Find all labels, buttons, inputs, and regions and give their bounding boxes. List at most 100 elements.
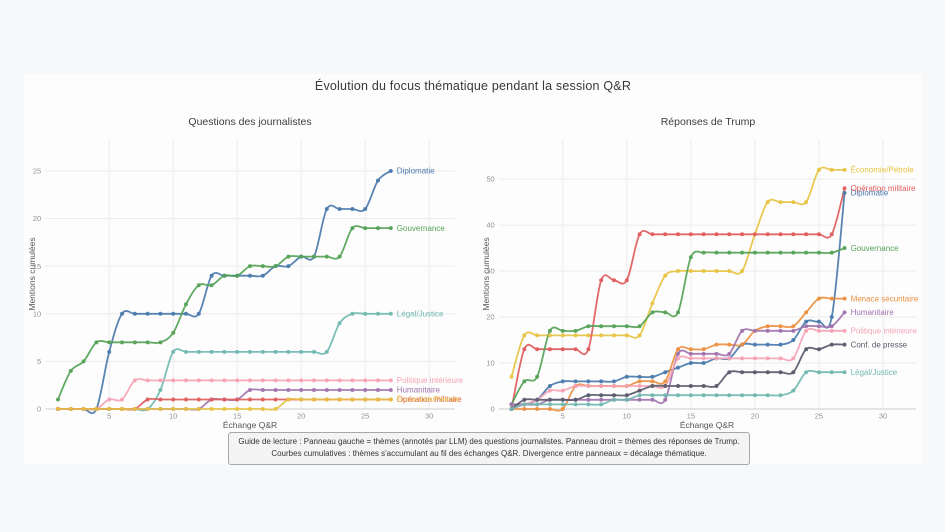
right-series-point-economie-petrole bbox=[586, 333, 591, 338]
left-series-point-economie-petrole bbox=[132, 407, 137, 411]
right-series-point-legal-justice bbox=[522, 402, 527, 407]
left-series-point-humanitaire bbox=[260, 387, 265, 392]
right-series-point-diplomatie bbox=[676, 365, 681, 370]
right-series-point-menace-securitaire bbox=[765, 324, 770, 329]
left-series-point-politique-interieure bbox=[209, 378, 214, 383]
right-series-point-economie-petrole bbox=[624, 333, 629, 338]
right-series-point-menace-securitaire bbox=[637, 379, 642, 384]
right-series-point-diplomatie bbox=[650, 374, 655, 379]
left-series-point-economie-petrole bbox=[312, 397, 316, 402]
right-series-point-operation-militaire bbox=[547, 347, 552, 352]
right-series-point-legal-justice bbox=[701, 393, 706, 398]
right-series-point-operation-militaire bbox=[560, 347, 565, 352]
right-series-point-humanitaire bbox=[765, 328, 770, 333]
left-series-point-politique-interieure bbox=[312, 378, 316, 383]
right-series-point-gouvernance bbox=[804, 250, 809, 255]
right-series-point-conf-de-presse bbox=[560, 397, 565, 402]
right-series-point-diplomatie bbox=[816, 319, 821, 324]
left-series-point-politique-interieure bbox=[222, 378, 227, 383]
left-series-point-operation-militaire bbox=[145, 397, 150, 402]
left-series-point-diplomatie bbox=[388, 168, 393, 173]
left-series-point-economie-petrole bbox=[376, 397, 380, 402]
left-series-point-politique-interieure bbox=[158, 378, 163, 383]
left-series-point-gouvernance bbox=[350, 226, 355, 231]
right-series-point-economie-petrole bbox=[714, 269, 719, 274]
right-series-point-diplomatie bbox=[752, 342, 757, 347]
left-series-point-gouvernance bbox=[209, 283, 214, 288]
right-series-point-conf-de-presse bbox=[701, 384, 706, 389]
right-series-point-operation-militaire bbox=[688, 232, 693, 237]
right-series-point-menace-securitaire bbox=[522, 407, 527, 411]
left-series-point-humanitaire bbox=[273, 387, 278, 392]
right-series-point-conf-de-presse bbox=[791, 370, 796, 375]
right-series-point-operation-militaire bbox=[676, 232, 681, 237]
right-series-point-legal-justice bbox=[752, 393, 757, 398]
right-series-label-legal-justice: Légal/Justice bbox=[851, 368, 898, 377]
right-series-point-economie-petrole bbox=[650, 301, 655, 306]
right-series-point-economie-petrole bbox=[573, 333, 578, 338]
right-series-point-politique-interieure bbox=[714, 356, 719, 361]
right-series-label-economie-petrole: Économie/Pétrole bbox=[851, 166, 915, 175]
left-series-point-legal-justice bbox=[337, 321, 342, 326]
right-series-point-operation-militaire bbox=[791, 232, 796, 237]
right-series-point-gouvernance bbox=[727, 250, 732, 255]
right-series-point-economie-petrole bbox=[842, 167, 847, 172]
left-series-point-legal-justice bbox=[324, 349, 329, 354]
right-series-point-conf-de-presse bbox=[714, 384, 719, 389]
left-series-point-politique-interieure bbox=[363, 378, 368, 383]
left-series-point-legal-justice bbox=[209, 349, 214, 354]
right-series-point-conf-de-presse bbox=[663, 384, 668, 389]
right-series-point-politique-interieure bbox=[804, 328, 809, 333]
left-series-point-economie-petrole bbox=[120, 407, 124, 411]
left-series-point-legal-justice bbox=[273, 349, 278, 354]
left-series-point-politique-interieure bbox=[299, 378, 304, 383]
right-series-point-politique-interieure bbox=[560, 388, 565, 393]
left-series-point-legal-justice bbox=[248, 349, 252, 354]
right-series-point-conf-de-presse bbox=[816, 347, 821, 352]
right-series-point-politique-interieure bbox=[624, 384, 629, 389]
left-series-point-diplomatie bbox=[363, 207, 368, 212]
left-series-point-humanitaire bbox=[248, 387, 252, 392]
left-series-point-politique-interieure bbox=[107, 397, 112, 402]
left-series-point-diplomatie bbox=[158, 311, 163, 316]
right-series-label-diplomatie: Diplomatie bbox=[851, 189, 889, 198]
right-series-point-diplomatie bbox=[688, 361, 693, 366]
left-series-point-politique-interieure bbox=[376, 378, 380, 383]
right-series-point-gouvernance bbox=[740, 250, 745, 255]
left-series-point-legal-justice bbox=[235, 349, 240, 354]
right-series-point-economie-petrole bbox=[829, 167, 834, 172]
right-series-point-operation-militaire bbox=[650, 232, 655, 237]
left-xtick-label-30: 30 bbox=[425, 412, 433, 421]
left-series-point-legal-justice bbox=[184, 349, 188, 354]
right-series-point-economie-petrole bbox=[535, 333, 540, 338]
right-series-point-legal-justice bbox=[663, 393, 668, 398]
right-series-point-diplomatie bbox=[573, 379, 578, 384]
left-series-point-politique-interieure bbox=[286, 378, 291, 383]
left-series-point-diplomatie bbox=[376, 178, 380, 183]
right-series-point-politique-interieure bbox=[688, 356, 693, 361]
left-series-point-operation-militaire bbox=[171, 397, 176, 402]
right-xaxis-label: Échange Q&R bbox=[679, 420, 735, 430]
right-series-point-operation-militaire bbox=[624, 278, 629, 283]
right-series-point-menace-securitaire bbox=[816, 296, 821, 301]
right-series-point-gouvernance bbox=[611, 324, 616, 329]
right-series-point-legal-justice bbox=[727, 393, 732, 398]
right-series-point-conf-de-presse bbox=[586, 393, 591, 398]
right-series-point-menace-securitaire bbox=[650, 379, 655, 384]
right-series-point-gouvernance bbox=[624, 324, 629, 329]
right-series-point-politique-interieure bbox=[676, 356, 681, 361]
right-series-point-humanitaire bbox=[509, 402, 514, 407]
right-series-point-conf-de-presse bbox=[599, 393, 604, 398]
caption-line-1: Guide de lecture : Panneau gauche = thèm… bbox=[238, 437, 740, 446]
right-series-point-humanitaire bbox=[816, 324, 821, 329]
right-series-point-gouvernance bbox=[778, 250, 783, 255]
right-series-point-humanitaire bbox=[778, 328, 783, 333]
left-series-point-economie-petrole bbox=[184, 407, 188, 411]
left-series-point-economie-petrole bbox=[107, 407, 112, 411]
right-series-point-menace-securitaire bbox=[701, 347, 706, 352]
right-series-point-menace-securitaire bbox=[676, 347, 681, 352]
right-series-point-gouvernance bbox=[791, 250, 796, 255]
left-series-point-diplomatie bbox=[260, 273, 265, 278]
right-series-point-operation-militaire bbox=[611, 278, 616, 283]
left-series-point-gouvernance bbox=[132, 340, 137, 345]
